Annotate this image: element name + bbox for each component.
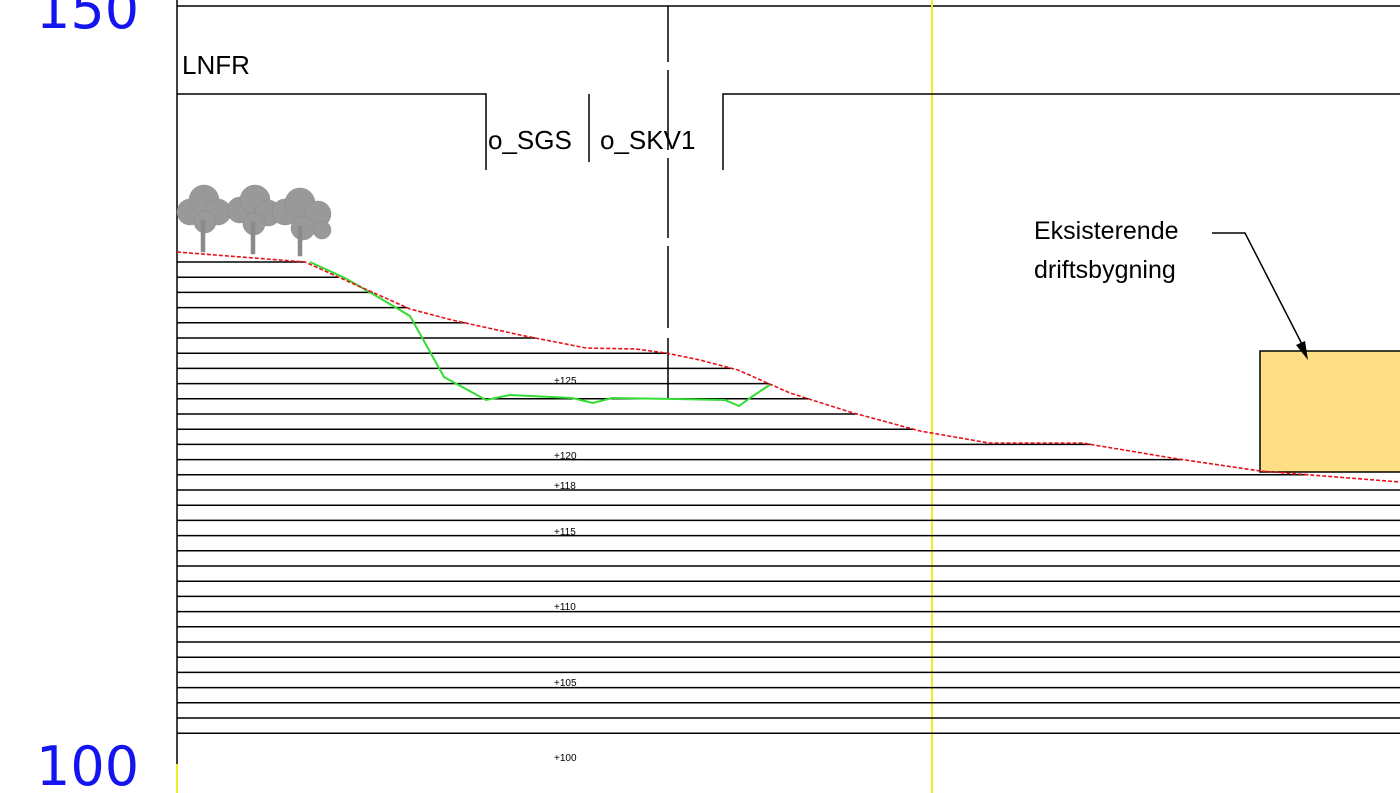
elevation-label: +115 <box>554 527 576 538</box>
tree-group-icon <box>176 184 332 257</box>
elevation-labels: +125 +120 +118 +115 +110 +105 +100 <box>554 376 577 764</box>
elevation-label: +100 <box>554 753 577 764</box>
elevation-label: +105 <box>554 678 577 689</box>
arrow-icon <box>1212 232 1308 360</box>
scale-bottom-label: 100 <box>36 735 139 793</box>
zone-label-lnfr: LNFR <box>182 50 250 80</box>
elevation-label: +110 <box>554 602 576 613</box>
elevation-label: +118 <box>554 481 576 492</box>
existing-terrain-line <box>176 251 1400 483</box>
annotation-line1: Eksisterende <box>1034 217 1179 245</box>
existing-building <box>1259 350 1400 473</box>
annotation-line2: driftsbygning <box>1034 256 1176 284</box>
zone-label-skv: o_SKV1 <box>600 125 695 155</box>
elevation-label: +125 <box>554 376 577 387</box>
elevation-label: +120 <box>554 451 577 462</box>
zone-boundaries <box>177 93 1400 170</box>
scale-top-label: 150 <box>36 0 139 41</box>
zone-label-sgs: o_SGS <box>488 125 572 155</box>
proposed-profile-line <box>309 261 772 408</box>
ground-hatch <box>177 261 1400 734</box>
